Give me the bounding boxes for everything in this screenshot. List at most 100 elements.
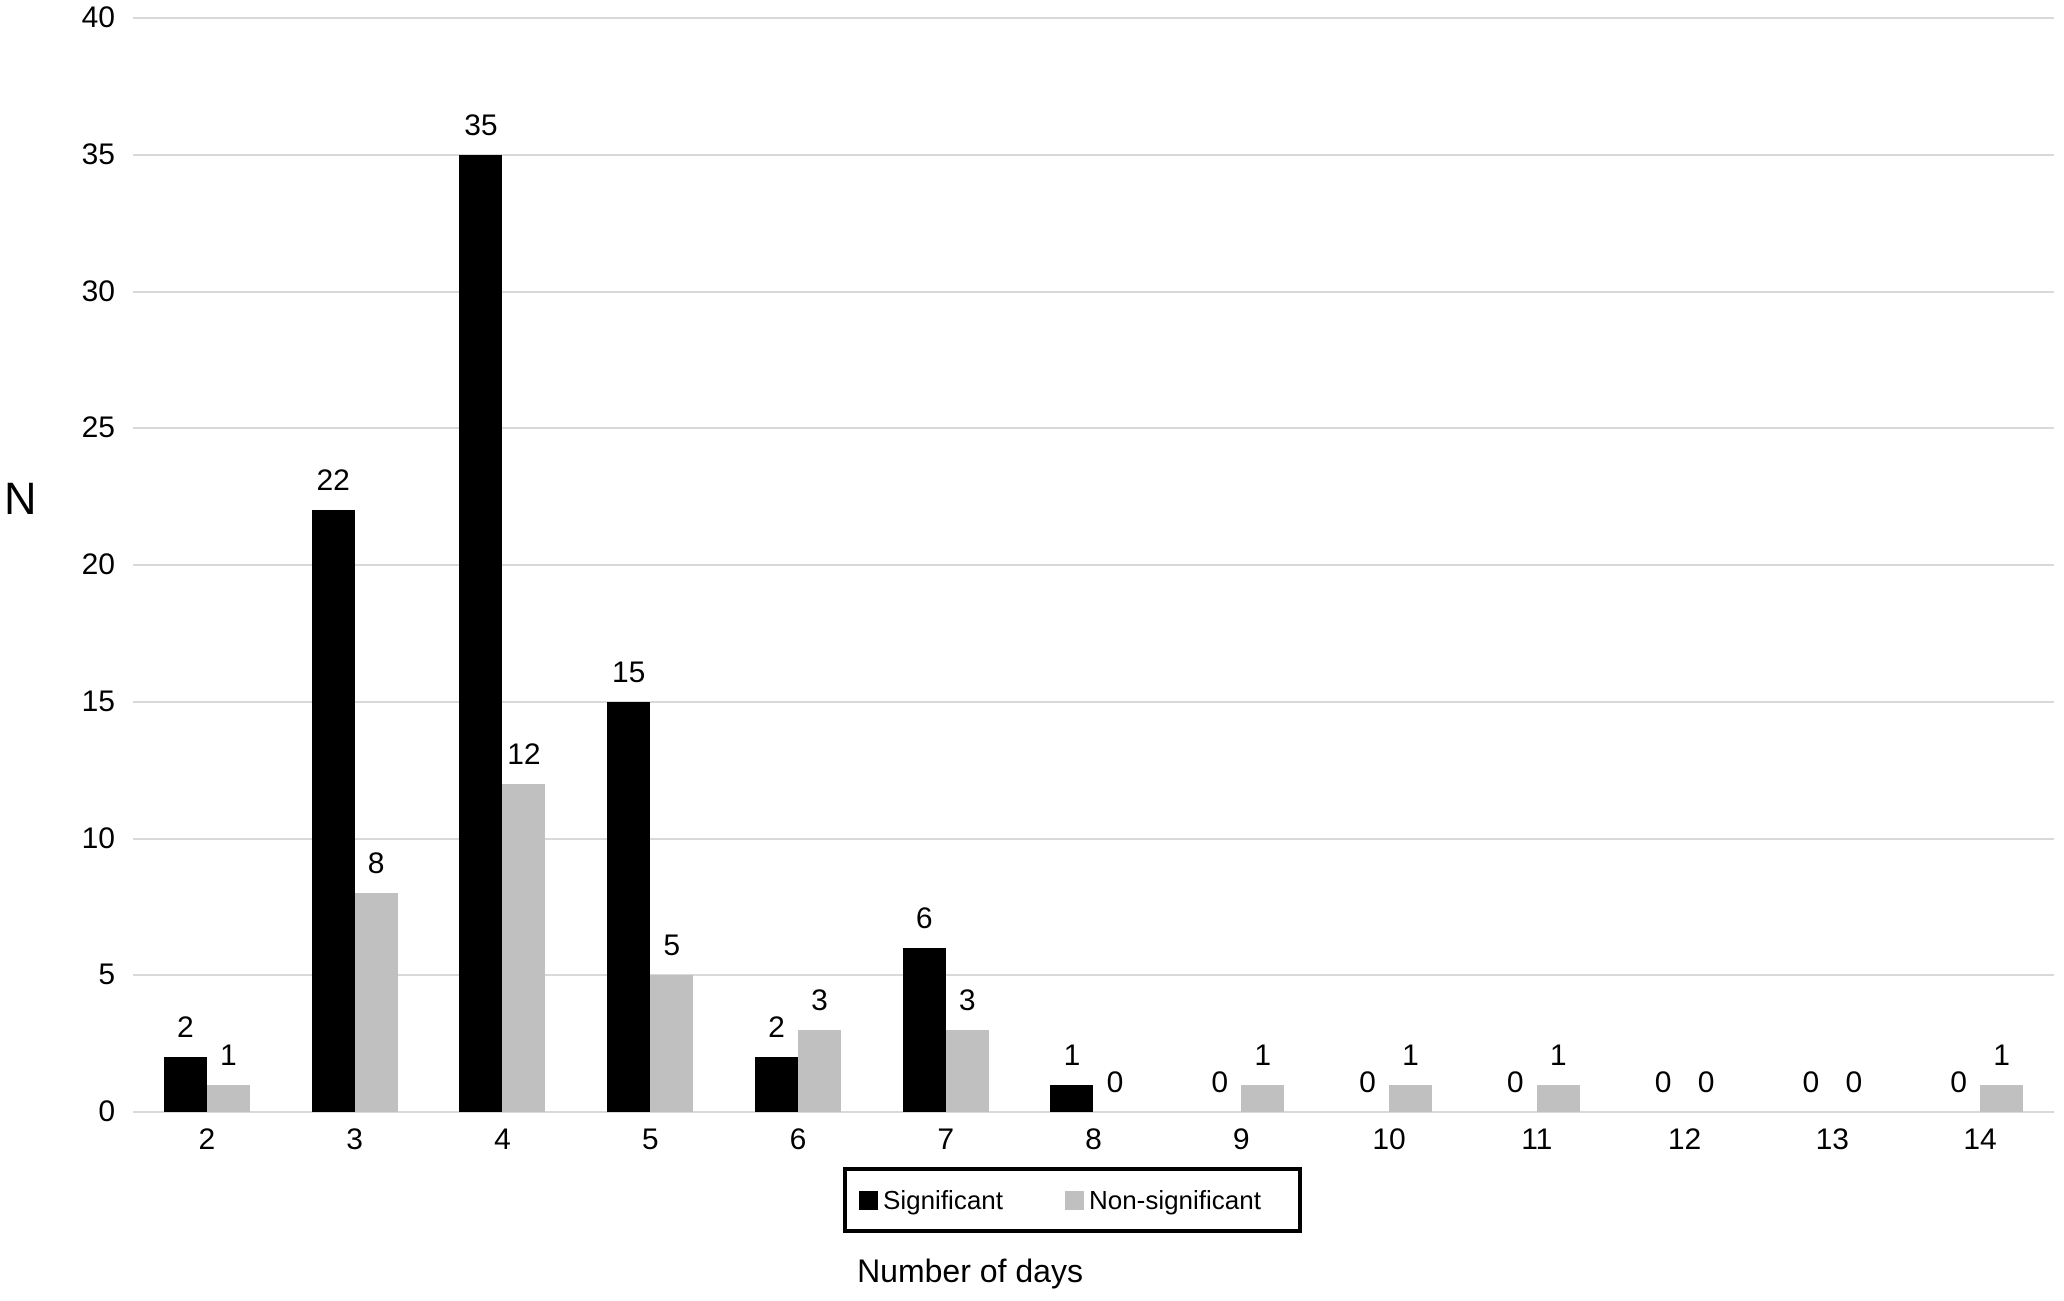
gridline <box>133 17 2054 19</box>
y-tick-label: 0 <box>98 1095 115 1128</box>
plot-area: 2 1 22 8 35 12 15 5 2 3 6 3 1 0 0 1 0 1 0 1 0 0 0 0 0 1 <box>133 17 2054 1113</box>
x-axis-tick-labels: 2 3 4 5 6 7 8 9 10 11 12 13 14 <box>133 1122 2054 1158</box>
x-tick-label: 12 <box>1667 1123 1702 1156</box>
legend-swatch-significant <box>859 1190 878 1210</box>
bar-value-label: 1 <box>1063 1038 1081 1072</box>
bar-non-significant <box>1980 1084 2024 1112</box>
bar-non-significant <box>1241 1084 1285 1112</box>
bar-slot: 6 <box>902 902 946 1112</box>
y-tick-label: 10 <box>81 821 115 855</box>
gridline <box>133 700 2054 703</box>
bar-slot: 8 <box>354 847 398 1112</box>
x-axis-title: Number of days <box>857 1253 1083 1289</box>
bar-non-significant <box>797 1029 841 1112</box>
y-tick-label: 5 <box>98 958 115 992</box>
bar-value-label: 1 <box>1993 1038 2010 1072</box>
bar-slot: 5 <box>650 929 694 1112</box>
gridline <box>133 974 2054 977</box>
bar-non-significant <box>354 893 398 1112</box>
y-axis-title: N <box>4 473 37 524</box>
bar-significant <box>754 1057 798 1112</box>
bar-slot: 3 <box>945 983 989 1112</box>
x-tick-label: 14 <box>1963 1123 1997 1156</box>
legend-label-significant: Significant <box>883 1185 1003 1215</box>
y-tick-label: 40 <box>81 1 115 34</box>
x-tick-label: 10 <box>1372 1123 1406 1156</box>
y-axis-tick-labels: 0 5 10 15 20 25 30 35 40 <box>0 1 115 1128</box>
x-tick-label: 5 <box>641 1123 659 1156</box>
bar-slot: 0 <box>1937 1066 1980 1112</box>
bar-significant <box>902 947 946 1112</box>
x-tick-label: 2 <box>198 1123 216 1156</box>
gridline <box>133 1111 2054 1113</box>
y-tick-label: 25 <box>81 411 115 445</box>
bar-slot: 2 <box>754 1011 798 1112</box>
bar-slot: 3 <box>797 983 841 1112</box>
x-tick-label: 3 <box>346 1123 363 1156</box>
bar-slot: 0 <box>1789 1066 1832 1112</box>
bar-non-significant <box>1536 1084 1580 1112</box>
bar-value-label: 0 <box>1950 1066 1967 1099</box>
bar-value-label: 1 <box>1549 1038 1567 1072</box>
bar-value-label: 35 <box>464 108 498 142</box>
bar-slot: 0 <box>1198 1066 1241 1112</box>
x-tick-label: 6 <box>789 1123 807 1156</box>
gridline <box>133 153 2054 156</box>
bar-significant <box>311 510 355 1112</box>
bar-non-significant <box>502 783 546 1112</box>
bar-slot: 1 <box>206 1039 250 1112</box>
bar-slot: 0 <box>1685 1066 1728 1112</box>
bar-value-label: 22 <box>316 464 350 498</box>
bar-slot: 22 <box>311 464 355 1112</box>
bar-value-label: 0 <box>1802 1066 1820 1099</box>
gridline <box>133 290 2054 293</box>
bar-value-label: 0 <box>1697 1066 1715 1099</box>
bar-value-label: 12 <box>507 737 541 771</box>
x-tick-label: 4 <box>494 1123 511 1156</box>
bar-slot: 35 <box>459 108 503 1112</box>
bar-slot: 15 <box>607 656 651 1112</box>
bar-value-label: 1 <box>1402 1038 1419 1072</box>
bar-slot: 0 <box>1642 1066 1685 1112</box>
bar-slot: 0 <box>1494 1066 1537 1112</box>
bar-value-label: 2 <box>768 1011 785 1045</box>
bar-slot: 0 <box>1093 1066 1136 1112</box>
bar-value-label: 0 <box>1211 1066 1229 1099</box>
bar-slot: 1 <box>1050 1038 1094 1112</box>
bar-value-label: 3 <box>811 983 828 1017</box>
bar-significant <box>1050 1084 1094 1112</box>
bar-non-significant <box>1389 1084 1432 1112</box>
bar-slot: 1 <box>1980 1038 2024 1112</box>
bar-value-label: 3 <box>958 983 976 1017</box>
y-tick-label: 20 <box>81 548 115 581</box>
gridline <box>133 564 2054 566</box>
bar-value-label: 8 <box>367 847 385 881</box>
bar-value-label: 1 <box>1254 1038 1272 1072</box>
y-tick-label: 30 <box>81 274 115 308</box>
bar-groups: 2 1 22 8 35 12 15 5 2 3 6 3 1 0 0 1 0 1 0 1 0 0 0 0 0 1 <box>133 18 2054 1112</box>
legend-swatch-non-significant <box>1064 1190 1084 1210</box>
gridline <box>133 837 2054 840</box>
bar-value-label: 0 <box>1359 1066 1376 1099</box>
x-tick-label: 8 <box>1085 1123 1102 1156</box>
y-tick-label: 15 <box>81 684 115 718</box>
bar-slot: 1 <box>1241 1038 1285 1112</box>
bar-group-3: 22 8 <box>281 464 429 1112</box>
bar-value-label: 0 <box>1654 1066 1672 1099</box>
gridline <box>133 427 2054 430</box>
legend: Significant Non-significant <box>843 1167 1302 1233</box>
x-tick-label: 7 <box>937 1123 955 1156</box>
y-tick-label: 35 <box>81 137 115 171</box>
bar-non-significant <box>206 1084 250 1112</box>
bar-slot: 2 <box>163 1011 207 1112</box>
bar-slot: 0 <box>1832 1066 1875 1112</box>
x-tick-label: 9 <box>1232 1123 1250 1156</box>
bar-slot: 0 <box>1346 1066 1389 1112</box>
bar-value-label: 0 <box>1845 1066 1863 1099</box>
legend-label-non-significant: Non-significant <box>1088 1185 1261 1215</box>
